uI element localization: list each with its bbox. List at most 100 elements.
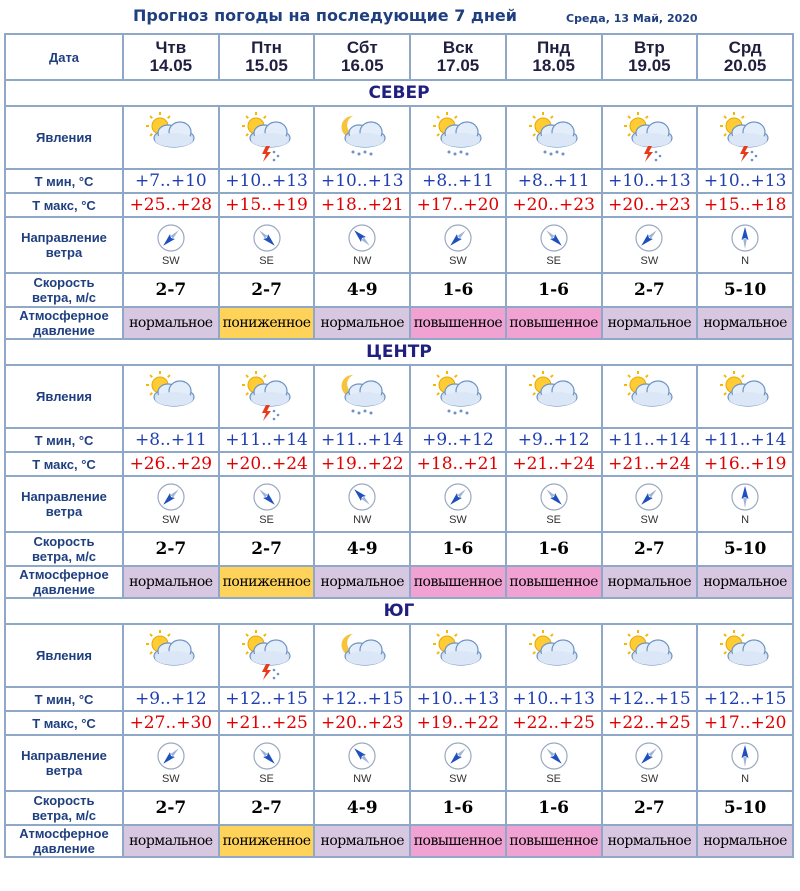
tmin-value: +12..+15: [696, 686, 794, 712]
day-of-week: Срд: [728, 38, 762, 57]
wind-speed-label-line1: Скорость: [33, 793, 95, 808]
pressure-label: Атмосферное давление: [4, 306, 124, 340]
wind-speed-value: 2-7: [217, 531, 316, 567]
wind-speed-value: 5-10: [696, 272, 794, 308]
tmin-value: +12..+15: [600, 686, 699, 712]
wind-direction-cell: SW: [600, 734, 699, 792]
region-row: ЮГ: [4, 597, 794, 625]
day-header: Сбт 16.05: [313, 33, 412, 81]
wind-speed-value: 2-7: [217, 790, 316, 826]
wind-direction-cell: N: [696, 475, 794, 533]
wind-direction-cell: SE: [504, 734, 603, 792]
sun-cloud-snow-icon: [412, 369, 504, 425]
wind-direction-label-line1: Направление: [21, 748, 107, 763]
wind-speed-label-line2: ветра, м/с: [31, 808, 97, 823]
sun-cloud-icon: [125, 628, 217, 684]
wind-direction-text: SE: [546, 773, 561, 785]
wind-speed-label: Скорость ветра, м/с: [4, 790, 124, 826]
pressure-label-line1: Атмосферное: [19, 308, 109, 323]
weather-cell: [122, 623, 220, 688]
sun-cloud-icon: [508, 628, 600, 684]
wind-direction-label: Направление ветра: [4, 734, 124, 792]
wind-direction-text: SW: [640, 773, 659, 785]
pressure-value: нормальное: [313, 306, 412, 340]
weather-cell: [504, 623, 603, 688]
wind-direction-row: Направление ветра SW SE NW SW SE SW N: [4, 475, 794, 533]
tmin-value: +9..+12: [504, 427, 603, 453]
tmin-row: Т мин, °С +9..+12 +12..+15 +12..+15 +10..+13…: [4, 686, 794, 712]
wind-direction-cell: NW: [313, 734, 412, 792]
wind-speed-value: 1-6: [504, 531, 603, 567]
wind-direction-text: SE: [546, 514, 561, 526]
compass-icon: SW: [156, 480, 186, 526]
wind-speed-value: 1-6: [409, 790, 507, 826]
weather-row: Явления: [4, 364, 794, 429]
header-row: Дата Чтв 14.05 Птн 15.05 Сбт 16.05 Вск 17.05 Пнд 1…: [4, 33, 794, 81]
compass-icon: SE: [539, 739, 569, 785]
tmax-value: +21..+25: [217, 710, 316, 736]
tmax-value: +27..+30: [122, 710, 220, 736]
wind-direction-cell: SW: [409, 216, 507, 274]
compass-icon: SE: [539, 221, 569, 267]
pressure-value: нормальное: [122, 824, 220, 858]
compass-icon: SE: [252, 480, 282, 526]
tmin-label-line1: Т мин, °С: [34, 432, 94, 448]
pressure-value: повышенное: [504, 824, 603, 858]
wind-direction-text: SW: [161, 514, 180, 526]
pressure-label-line2: давление: [33, 582, 95, 597]
wind-direction-text: N: [741, 773, 750, 785]
weather-label-line1: Явления: [36, 389, 92, 404]
sun-cloud-icon: [604, 628, 696, 684]
compass-icon: SW: [634, 221, 664, 267]
pressure-label: Атмосферное давление: [4, 565, 124, 599]
sun-cloud-thunder-icon: [699, 110, 791, 166]
tmin-value: +10..+13: [409, 686, 507, 712]
wind-speed-label: Скорость ветра, м/с: [4, 531, 124, 567]
tmin-value: +10..+13: [696, 168, 794, 194]
day-header: Птн 15.05: [217, 33, 316, 81]
wind-speed-value: 2-7: [122, 272, 220, 308]
tmax-value: +20..+23: [504, 192, 603, 218]
weather-label: Явления: [4, 105, 124, 170]
wind-direction-text: SE: [259, 773, 274, 785]
wind-speed-label-line2: ветра, м/с: [31, 290, 97, 305]
tmin-value: +7..+10: [122, 168, 220, 194]
wind-direction-text: SW: [449, 773, 467, 785]
compass-icon: NW: [347, 480, 377, 526]
day-of-week: Сбт: [346, 38, 378, 57]
weather-row: Явления: [4, 105, 794, 170]
tmin-value: +8..+11: [409, 168, 507, 194]
wind-direction-cell: N: [696, 216, 794, 274]
wind-direction-label-line2: ветра: [45, 504, 83, 519]
wind-direction-label-line2: ветра: [45, 245, 83, 260]
sun-cloud-thunder-icon: [221, 110, 313, 166]
wind-direction-text: N: [741, 255, 750, 267]
compass-icon: NW: [347, 739, 377, 785]
wind-speed-value: 2-7: [122, 790, 220, 826]
region-name: СЕВЕР: [4, 79, 794, 107]
pressure-value: нормальное: [696, 824, 794, 858]
weather-cell: [600, 364, 699, 429]
compass-icon: SW: [443, 221, 473, 267]
wind-direction-cell: NW: [313, 475, 412, 533]
wind-direction-label-line1: Направление: [21, 230, 107, 245]
page-header: Прогноз погоды на последующие 7 дней Сре…: [0, 0, 800, 36]
tmax-label-line1: Т макс, °С: [32, 456, 96, 472]
day-header: Вск 17.05: [409, 33, 507, 81]
wind-speed-value: 5-10: [696, 531, 794, 567]
moon-cloud-icon: [316, 628, 408, 684]
compass-icon: SE: [252, 221, 282, 267]
wind-speed-value: 1-6: [409, 531, 507, 567]
tmin-label-line1: Т мин, °С: [34, 173, 94, 189]
wind-direction-text: SE: [259, 514, 274, 526]
wind-direction-label: Направление ветра: [4, 216, 124, 274]
tmax-value: +18..+21: [313, 192, 412, 218]
weather-cell: [313, 364, 412, 429]
day-header: Втр 19.05: [600, 33, 699, 81]
wind-direction-text: SW: [161, 255, 180, 267]
compass-icon: SE: [252, 739, 282, 785]
tmin-label: Т мин, °С: [4, 168, 124, 194]
tmax-value: +22..+25: [600, 710, 699, 736]
sun-cloud-icon: [412, 628, 504, 684]
day-of-week: Пнд: [537, 38, 571, 57]
